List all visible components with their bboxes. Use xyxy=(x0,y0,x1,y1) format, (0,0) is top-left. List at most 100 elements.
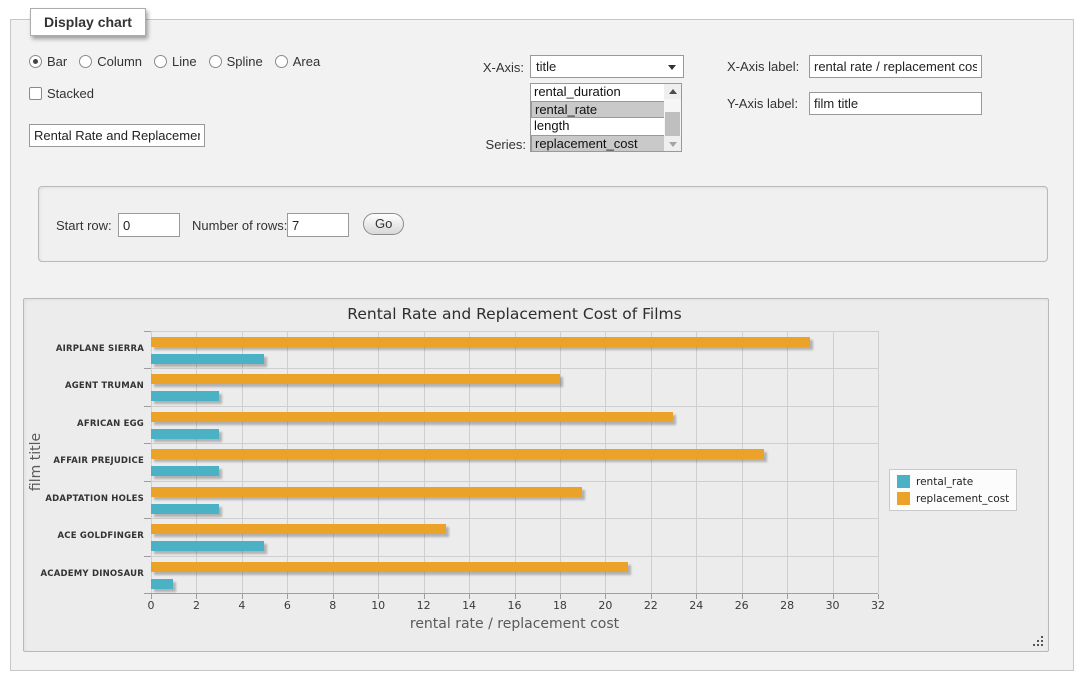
y-axis-label-input[interactable] xyxy=(809,92,982,115)
radio-label-line: Line xyxy=(172,54,197,69)
series-scrollbar xyxy=(664,84,681,151)
gridline-horizontal xyxy=(151,331,878,332)
bar-rental_rate xyxy=(151,504,219,514)
radio-label-column: Column xyxy=(97,54,142,69)
chart-type-column[interactable]: Column xyxy=(79,54,142,69)
category-label: ACADEMY DINOSAUR xyxy=(24,569,144,579)
gridline-horizontal xyxy=(151,368,878,369)
plot-area: 02468101214161820222426283032AIRPLANE SI… xyxy=(151,331,878,593)
legend-label: replacement_cost xyxy=(916,493,1009,505)
chart-panel: Rental Rate and Replacement Cost of Film… xyxy=(23,298,1049,652)
number-of-rows-label: Number of rows: xyxy=(192,218,287,233)
chart-type-bar[interactable]: Bar xyxy=(29,54,67,69)
series-listbox[interactable]: rental_durationrental_ratelengthreplacem… xyxy=(530,83,682,152)
x-tick-label: 28 xyxy=(772,599,802,612)
chart-type-area[interactable]: Area xyxy=(275,54,320,69)
series-option-rental_rate[interactable]: rental_rate xyxy=(531,101,682,118)
bar-replacement_cost xyxy=(151,412,673,422)
bar-rental_rate xyxy=(151,429,219,439)
x-tick-label: 0 xyxy=(136,599,166,612)
x-tick-label: 20 xyxy=(590,599,620,612)
x-axis-line xyxy=(151,593,878,594)
y-axis-tick xyxy=(144,331,151,332)
gridline-vertical xyxy=(378,331,379,593)
x-axis-select[interactable]: title xyxy=(530,55,684,78)
bar-rental_rate xyxy=(151,354,264,364)
bar-replacement_cost xyxy=(151,524,446,534)
legend-label: rental_rate xyxy=(916,476,973,488)
bar-rental_rate xyxy=(151,466,219,476)
stacked-checkbox[interactable] xyxy=(29,87,42,100)
gridline-vertical xyxy=(242,331,243,593)
x-tick-label: 32 xyxy=(863,599,893,612)
bar-replacement_cost xyxy=(151,449,764,459)
gridline-vertical xyxy=(287,331,288,593)
series-option-rental_duration[interactable]: rental_duration xyxy=(531,84,664,101)
gridline-vertical xyxy=(742,331,743,593)
category-label: AFFAIR PREJUDICE xyxy=(24,456,144,466)
chart-legend: rental_rate replacement_cost xyxy=(889,469,1017,511)
category-label: AIRPLANE SIERRA xyxy=(24,344,144,354)
y-axis-tick xyxy=(144,556,151,557)
gridline-horizontal xyxy=(151,481,878,482)
y-axis-label-label: Y-Axis label: xyxy=(727,96,798,111)
chart-title-input[interactable] xyxy=(29,124,205,147)
series-options: rental_durationrental_ratelengthreplacem… xyxy=(531,84,664,152)
gridline-vertical xyxy=(787,331,788,593)
radio-line-icon[interactable] xyxy=(154,55,167,68)
gridline-vertical xyxy=(469,331,470,593)
x-tick-label: 8 xyxy=(318,599,348,612)
x-tick-label: 22 xyxy=(636,599,666,612)
radio-column-icon[interactable] xyxy=(79,55,92,68)
legend-entry: replacement_cost xyxy=(897,492,1009,505)
go-button[interactable]: Go xyxy=(363,213,404,235)
x-tick-label: 6 xyxy=(272,599,302,612)
resize-grip-icon[interactable] xyxy=(1033,636,1044,647)
series-label: Series: xyxy=(463,137,526,152)
category-label: ACE GOLDFINGER xyxy=(24,531,144,541)
legend-swatch-replacement_cost xyxy=(897,492,910,505)
gridline-vertical xyxy=(424,331,425,593)
gridline-vertical xyxy=(696,331,697,593)
x-tick-label: 26 xyxy=(727,599,757,612)
display-chart-app: Display chart Bar Column Line Spline Area St… xyxy=(0,0,1081,681)
start-row-input[interactable] xyxy=(118,213,180,237)
scroll-down-icon[interactable] xyxy=(664,136,681,151)
radio-bar-icon[interactable] xyxy=(29,55,42,68)
chart-type-line[interactable]: Line xyxy=(154,54,197,69)
chart-type-group: Bar Column Line Spline Area xyxy=(29,54,320,69)
legend-swatch-rental_rate xyxy=(897,475,910,488)
x-tick-label: 2 xyxy=(181,599,211,612)
gridline-horizontal xyxy=(151,518,878,519)
chart-title: Rental Rate and Replacement Cost of Film… xyxy=(151,305,878,323)
bar-replacement_cost xyxy=(151,487,582,497)
radio-spline-icon[interactable] xyxy=(209,55,222,68)
y-axis-tick xyxy=(144,368,151,369)
gridline-horizontal xyxy=(151,556,878,557)
dropdown-arrow-icon xyxy=(668,65,676,70)
number-of-rows-input[interactable] xyxy=(287,213,349,237)
y-axis-tick xyxy=(144,518,151,519)
scrollbar-thumb[interactable] xyxy=(665,112,680,136)
bar-rental_rate xyxy=(151,391,219,401)
gridline-vertical xyxy=(833,331,834,593)
series-option-replacement_cost[interactable]: replacement_cost xyxy=(531,135,682,152)
gridline-vertical xyxy=(333,331,334,593)
stacked-option[interactable]: Stacked xyxy=(29,86,94,101)
gridline-vertical xyxy=(605,331,606,593)
chart-type-spline[interactable]: Spline xyxy=(209,54,263,69)
bar-replacement_cost xyxy=(151,337,810,347)
series-option-length[interactable]: length xyxy=(531,118,664,135)
gridline-horizontal xyxy=(151,406,878,407)
x-tick-label: 14 xyxy=(454,599,484,612)
radio-area-icon[interactable] xyxy=(275,55,288,68)
x-tick-label: 18 xyxy=(545,599,575,612)
scroll-up-icon[interactable] xyxy=(664,84,681,99)
x-tick-label: 10 xyxy=(363,599,393,612)
chart-x-axis-title: rental rate / replacement cost xyxy=(151,616,878,632)
stacked-label: Stacked xyxy=(47,86,94,101)
radio-label-area: Area xyxy=(293,54,320,69)
x-axis-selected-value: title xyxy=(536,59,556,74)
x-axis-label-input[interactable] xyxy=(809,55,982,78)
fieldset-legend: Display chart xyxy=(30,8,146,36)
